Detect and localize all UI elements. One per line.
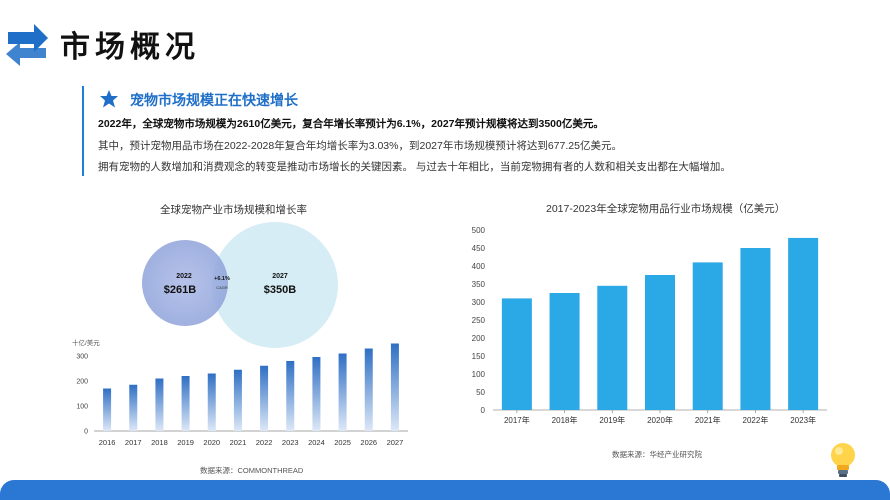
bubble-2022-value: $261B bbox=[164, 284, 196, 296]
footer-bar bbox=[0, 480, 890, 500]
left-chart-source: 数据来源：COMMONTHREAD bbox=[200, 466, 304, 475]
left-bar bbox=[364, 348, 373, 431]
left-bar bbox=[390, 343, 399, 431]
intro-line-2: 其中，预计宠物用品市场在2022-2028年复合年均增长率为3.03%，到202… bbox=[98, 140, 622, 152]
left-x-tick-label: 2021 bbox=[230, 438, 247, 447]
right-chart-title: 2017-2023年全球宠物用品行业市场规模（亿美元） bbox=[546, 203, 786, 215]
bubble-2027 bbox=[212, 222, 338, 348]
left-chart-title: 全球宠物产业市场规模和增长率 bbox=[160, 204, 307, 216]
left-x-tick-label: 2022 bbox=[256, 438, 273, 447]
star-icon bbox=[100, 90, 118, 108]
right-x-tick-label: 2020年 bbox=[647, 415, 673, 425]
right-bar bbox=[549, 293, 580, 410]
right-y-tick-label: 250 bbox=[472, 316, 486, 325]
right-y-tick-label: 400 bbox=[472, 262, 486, 271]
cagr-value: +6.1% bbox=[214, 276, 230, 282]
left-x-tick-label: 2026 bbox=[360, 438, 377, 447]
left-x-tick-label: 2024 bbox=[308, 438, 325, 447]
bubble-2027-value: $350B bbox=[264, 284, 296, 296]
page-title: 市场概况 bbox=[60, 31, 200, 64]
right-bar bbox=[740, 248, 771, 410]
left-bar-chart: 十亿/美元 0 100 200 300 2016 2017 2018 2019 2020 2021 2… bbox=[72, 338, 408, 447]
right-y-tick-label: 500 bbox=[472, 226, 486, 235]
right-chart-source: 数据来源：华经产业研究院 bbox=[612, 450, 702, 459]
intro-subtitle: 宠物市场规模正在快速增长 bbox=[130, 92, 298, 108]
right-x-tick-label: 2021年 bbox=[695, 415, 721, 425]
right-y-tick-label: 350 bbox=[472, 280, 486, 289]
right-y-tick-label: 150 bbox=[472, 352, 486, 361]
left-x-tick-label: 2019 bbox=[177, 438, 194, 447]
right-bar bbox=[597, 285, 628, 410]
right-y-tick-label: 50 bbox=[476, 388, 485, 397]
left-x-tick-label: 2020 bbox=[203, 438, 220, 447]
left-bar bbox=[129, 384, 138, 431]
right-y-tick-label: 100 bbox=[472, 370, 486, 379]
right-bar-chart: 0 50 100 150 200 250 300 350 400 450 500 2017年 2018年… bbox=[472, 226, 827, 425]
left-x-tick-label: 2027 bbox=[387, 438, 404, 447]
right-y-tick-label: 0 bbox=[481, 406, 486, 415]
left-bar bbox=[312, 357, 321, 431]
left-y-axis-label: 十亿/美元 bbox=[72, 338, 100, 347]
right-x-tick-label: 2017年 bbox=[504, 415, 530, 425]
left-bar bbox=[155, 378, 164, 431]
bubble-2022-year: 2022 bbox=[176, 273, 192, 280]
left-bar bbox=[207, 373, 216, 431]
right-bar bbox=[645, 275, 675, 410]
left-x-tick-label: 2023 bbox=[282, 438, 299, 447]
right-x-tick-label: 2022年 bbox=[743, 415, 769, 425]
left-bar bbox=[260, 365, 269, 431]
intro-line-3: 拥有宠物的人数增加和消费观念的转变是推动市场增长的关键因素。 与过去十年相比，当… bbox=[98, 161, 731, 173]
left-y-tick-label: 300 bbox=[76, 354, 88, 361]
right-y-tick-label: 300 bbox=[472, 298, 486, 307]
right-x-tick-label: 2019年 bbox=[599, 415, 625, 425]
bubble-diagram: 2022 $261B +6.1% CAGR 2027 $350B bbox=[142, 222, 338, 348]
left-bar bbox=[181, 376, 190, 431]
left-bar bbox=[103, 388, 112, 431]
right-bar bbox=[788, 237, 819, 410]
left-bar bbox=[338, 353, 347, 431]
cagr-label: CAGR bbox=[216, 285, 228, 290]
left-x-tick-label: 2018 bbox=[151, 438, 168, 447]
right-x-tick-label: 2018年 bbox=[552, 415, 578, 425]
left-y-tick-label: 200 bbox=[76, 379, 88, 386]
left-bar bbox=[286, 361, 295, 431]
bubble-2022 bbox=[142, 240, 228, 326]
intro-block: 宠物市场规模正在快速增长 2022年，全球宠物市场规模为2610亿美元，复合年增… bbox=[82, 86, 874, 176]
bubble-2027-year: 2027 bbox=[272, 273, 288, 280]
right-bar bbox=[501, 298, 532, 410]
left-x-tick-label: 2017 bbox=[125, 438, 142, 447]
lightbulb-icon bbox=[831, 443, 855, 477]
right-bar bbox=[692, 262, 723, 410]
left-x-tick-label: 2016 bbox=[99, 438, 116, 447]
left-y-tick-label: 100 bbox=[76, 404, 88, 411]
right-y-tick-label: 450 bbox=[472, 244, 486, 253]
right-y-tick-label: 200 bbox=[472, 334, 486, 343]
left-y-tick-label: 0 bbox=[84, 429, 88, 436]
left-x-tick-label: 2025 bbox=[334, 438, 351, 447]
intro-line-1: 2022年，全球宠物市场规模为2610亿美元，复合年增长率预计为6.1%，202… bbox=[98, 118, 604, 130]
right-x-tick-label: 2023年 bbox=[790, 415, 816, 425]
left-bar bbox=[233, 369, 242, 431]
arrow-logo-icon bbox=[6, 24, 48, 66]
